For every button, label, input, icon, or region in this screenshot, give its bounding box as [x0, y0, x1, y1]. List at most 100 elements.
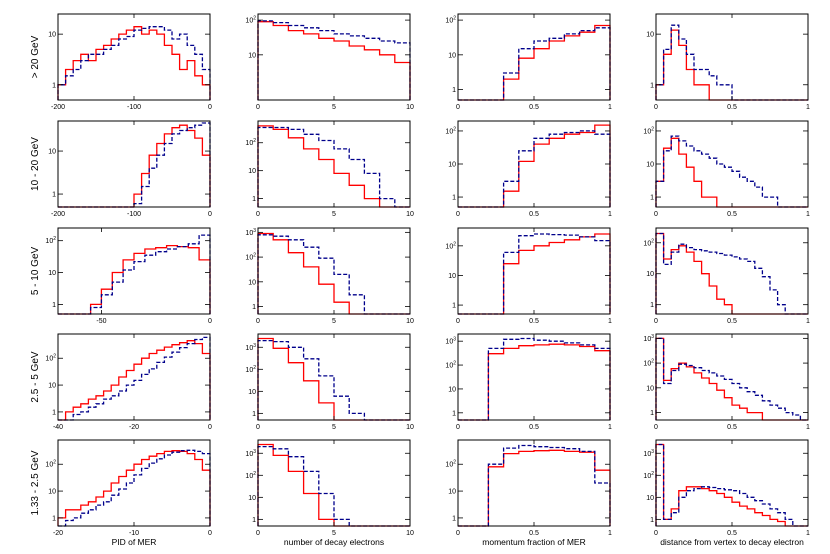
plot-frame	[655, 120, 809, 208]
x-tick-label: -40	[53, 424, 63, 431]
histogram-red-solid	[57, 450, 211, 526]
y-tick-label: 10	[448, 386, 456, 393]
column-label: number of decay electrons	[284, 537, 384, 547]
plot-frame	[457, 227, 611, 315]
x-tick-label: 0.5	[529, 104, 539, 111]
y-tick-label: 102	[245, 253, 256, 262]
x-tick-label: 0	[654, 424, 658, 431]
x-tick-label: 1	[608, 211, 612, 218]
y-tick-label: 10	[248, 168, 256, 175]
x-tick-label: -100	[127, 104, 141, 111]
y-tick-label: 1	[452, 410, 456, 417]
histogram-blue-dashed	[57, 26, 211, 100]
x-tick-label: 0.5	[727, 211, 737, 218]
panel-r3-c2: 0 0.5 1 1 10 102 103	[445, 333, 612, 431]
y-tick-label: 10	[248, 389, 256, 396]
y-tick-label: 102	[245, 471, 256, 480]
y-tick-label: 102	[245, 16, 256, 25]
x-tick-label: 0	[456, 530, 460, 537]
x-tick-label: 1	[806, 211, 810, 218]
histogram-blue-dashed	[257, 445, 410, 527]
x-tick-label: 1	[608, 104, 612, 111]
x-tick-label: 0	[456, 104, 460, 111]
y-tick-label: 102	[245, 138, 256, 147]
x-tick-label: 0.5	[529, 318, 539, 325]
x-tick-label: 0	[256, 424, 260, 431]
histogram-blue-dashed	[458, 27, 611, 101]
panel-r1-c0: -200 -100 0 1 10	[48, 120, 212, 218]
x-tick-label: 10	[406, 530, 414, 537]
histogram-red-solid	[257, 125, 410, 208]
column-label: momentum fraction of MER	[482, 537, 585, 547]
x-tick-label: 10	[406, 104, 414, 111]
row-label: 2.5 - 5 GeV	[30, 351, 41, 402]
x-tick-label: 0.5	[529, 530, 539, 537]
plot-frame	[257, 13, 411, 101]
y-tick-label: 103	[245, 449, 256, 458]
y-tick-label: 10	[646, 32, 654, 39]
x-tick-label: 0	[208, 104, 212, 111]
x-tick-label: 0	[256, 530, 260, 537]
histogram-red-solid	[57, 26, 211, 100]
x-tick-label: 0	[654, 318, 658, 325]
y-tick-label: 1	[252, 411, 256, 418]
panel-r1-c2: 0 0.5 1 1 10 102	[445, 120, 612, 218]
row-label: > 20 GeV	[30, 35, 41, 78]
histogram-blue-dashed	[458, 337, 611, 421]
x-tick-label: 0.5	[529, 424, 539, 431]
panel-r2-c0: -50 0 1 10 102	[45, 227, 212, 325]
panel-r2-c2: 0 0.5 1 1 10 102	[445, 227, 612, 325]
x-tick-label: -20	[53, 530, 63, 537]
panel-r3-c3: 0 0.5 1 1 10 102 103	[643, 333, 810, 431]
y-tick-label: 1	[52, 192, 56, 199]
histogram-blue-dashed	[458, 130, 611, 208]
x-tick-label: 1	[608, 318, 612, 325]
y-tick-label: 103	[245, 343, 256, 352]
x-tick-label: 10	[406, 211, 414, 218]
x-tick-label: 1	[608, 424, 612, 431]
histogram-blue-dashed	[58, 449, 211, 527]
y-tick-label: 10	[646, 495, 654, 502]
x-tick-label: 10	[406, 424, 414, 431]
histogram-red-solid	[257, 21, 411, 100]
panel-r2-c3: 0 0.5 1 1 10 102	[643, 227, 810, 325]
y-tick-label: 103	[245, 228, 256, 237]
histogram-blue-dashed	[655, 135, 808, 208]
panel-r3-c1: 0 5 10 1 10 102 103	[245, 333, 414, 431]
y-tick-label: 10	[448, 273, 456, 280]
x-tick-label: -100	[127, 211, 141, 218]
x-tick-label: 0	[208, 211, 212, 218]
histogram-red-solid	[655, 137, 808, 208]
x-tick-label: -200	[51, 211, 65, 218]
x-tick-label: -20	[129, 424, 139, 431]
x-tick-label: 0	[456, 424, 460, 431]
y-tick-label: 102	[445, 241, 456, 250]
x-tick-label: 10	[406, 318, 414, 325]
y-tick-label: 1	[650, 82, 654, 89]
y-tick-label: 102	[643, 238, 654, 247]
y-tick-label: 10	[48, 489, 56, 496]
histogram-blue-dashed	[655, 232, 808, 315]
y-tick-label: 1	[252, 304, 256, 311]
panel-r2-c1: 0 5 10 1 10 102 103	[245, 227, 414, 325]
x-tick-label: 1	[608, 530, 612, 537]
x-tick-label: 0	[456, 318, 460, 325]
row-label: 1.33 - 2.5 GeV	[30, 450, 41, 515]
histogram-red-solid	[58, 124, 211, 208]
plot-frame	[457, 120, 611, 208]
y-tick-label: 102	[445, 460, 456, 469]
y-tick-label: 102	[45, 354, 56, 363]
y-tick-label: 10	[646, 271, 654, 278]
histogram-blue-dashed	[58, 234, 211, 315]
panel-r1-c1: 0 5 10 1 10 102	[245, 120, 414, 218]
panel-r4-c1: 0 5 10 1 10 102 103	[245, 439, 414, 537]
x-tick-label: 0	[256, 318, 260, 325]
y-tick-label: 103	[643, 449, 654, 458]
y-tick-label: 1	[650, 410, 654, 417]
x-tick-label: 5	[332, 424, 336, 431]
histogram-red-solid	[58, 340, 211, 421]
panel-r0-c2: 0 0.5 1 1 10 102	[445, 13, 612, 111]
x-tick-label: 1	[806, 104, 810, 111]
panel-r0-c3: 0 0.5 1 1 10	[646, 13, 810, 111]
